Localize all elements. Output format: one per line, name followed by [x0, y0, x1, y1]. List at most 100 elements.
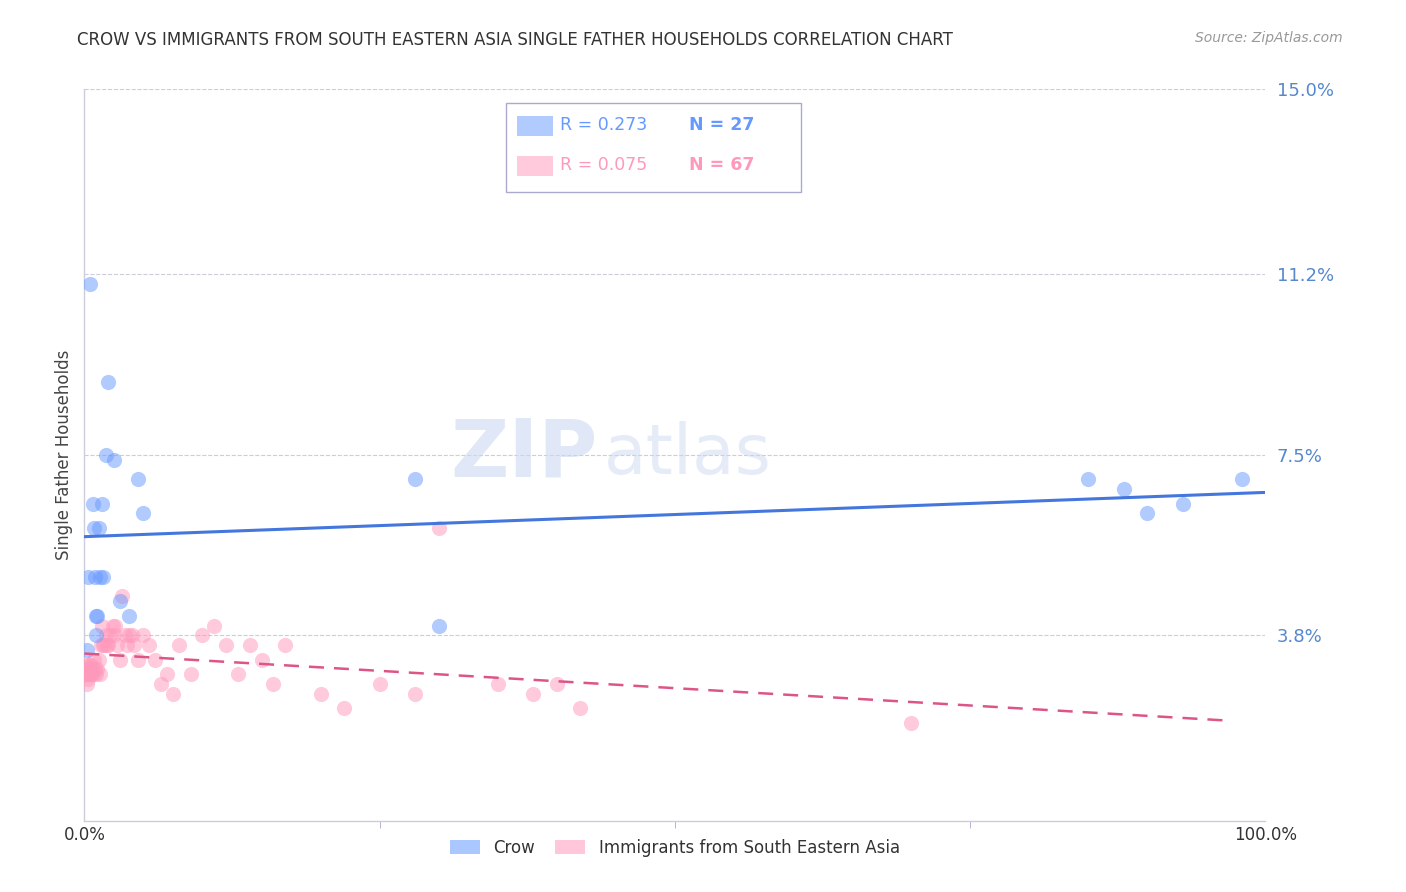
Point: [87, 653, 110, 667]
Point: [1171, 497, 1194, 511]
Point: [93, 638, 115, 652]
Point: [202, 618, 225, 632]
Point: [104, 618, 127, 632]
Point: [82, 667, 104, 681]
Point: [101, 618, 124, 632]
Point: [96, 638, 118, 652]
Point: [79, 277, 101, 292]
Point: [118, 628, 141, 642]
Point: [77, 570, 100, 584]
Text: CROW VS IMMIGRANTS FROM SOUTH EASTERN ASIA SINGLE FATHER HOUSEHOLDS CORRELATION : CROW VS IMMIGRANTS FROM SOUTH EASTERN AS…: [77, 31, 953, 49]
Point: [1230, 472, 1253, 486]
Point: [77, 663, 100, 677]
Text: Source: ZipAtlas.com: Source: ZipAtlas.com: [1195, 31, 1343, 45]
Point: [94, 448, 117, 462]
Point: [262, 677, 284, 691]
Point: [97, 375, 120, 389]
Text: N = 67: N = 67: [689, 156, 754, 174]
Point: [569, 701, 592, 715]
Point: [107, 638, 129, 652]
Point: [98, 628, 121, 642]
Point: [80, 667, 103, 681]
Point: [115, 638, 138, 652]
Point: [87, 521, 110, 535]
Point: [103, 452, 125, 467]
Point: [83, 653, 105, 667]
Point: [108, 594, 131, 608]
Point: [486, 677, 509, 691]
Point: [76, 643, 98, 657]
Point: [427, 618, 450, 632]
Point: [138, 638, 160, 652]
Point: [215, 638, 238, 652]
Point: [83, 521, 105, 535]
Point: [368, 677, 391, 691]
Point: [180, 667, 202, 681]
Point: [1077, 472, 1099, 486]
Point: [1112, 482, 1135, 496]
Point: [143, 653, 166, 667]
Point: [89, 667, 111, 681]
Point: [77, 672, 100, 686]
Point: [86, 663, 108, 677]
Point: [77, 667, 100, 681]
Point: [150, 677, 173, 691]
Point: [91, 618, 114, 632]
Point: [103, 628, 125, 642]
Point: [79, 663, 101, 677]
Text: R = 0.075: R = 0.075: [560, 156, 647, 174]
Point: [427, 521, 450, 535]
Point: [91, 497, 114, 511]
Point: [76, 677, 98, 691]
Point: [75, 657, 97, 672]
Point: [250, 653, 273, 667]
Point: [404, 472, 426, 486]
Point: [80, 657, 103, 672]
Point: [90, 638, 112, 652]
Point: [239, 638, 262, 652]
Point: [404, 687, 426, 701]
Point: [108, 653, 131, 667]
Point: [167, 638, 190, 652]
Point: [114, 628, 136, 642]
Point: [82, 497, 104, 511]
Point: [77, 657, 100, 672]
Point: [226, 667, 249, 681]
Point: [132, 628, 155, 642]
Point: [97, 638, 120, 652]
Point: [79, 667, 101, 681]
Point: [89, 570, 111, 584]
Point: [91, 570, 114, 584]
Point: [162, 687, 184, 701]
Point: [111, 590, 134, 604]
Text: N = 27: N = 27: [689, 116, 754, 134]
Point: [76, 663, 98, 677]
Point: [309, 687, 332, 701]
Point: [900, 716, 922, 731]
Point: [127, 653, 149, 667]
Point: [122, 638, 145, 652]
Point: [94, 628, 117, 642]
Text: atlas: atlas: [605, 421, 772, 489]
Point: [1136, 507, 1159, 521]
Point: [191, 628, 214, 642]
Point: [121, 628, 143, 642]
Point: [84, 570, 107, 584]
Point: [76, 667, 98, 681]
Point: [132, 507, 155, 521]
Point: [77, 667, 100, 681]
Point: [86, 608, 108, 623]
Point: [75, 667, 97, 681]
Legend: Crow, Immigrants from South Eastern Asia: Crow, Immigrants from South Eastern Asia: [443, 832, 907, 863]
Point: [84, 667, 107, 681]
Y-axis label: Single Father Households: Single Father Households: [55, 350, 73, 560]
Point: [156, 667, 179, 681]
Point: [84, 628, 107, 642]
Point: [333, 701, 356, 715]
Text: R = 0.273: R = 0.273: [560, 116, 647, 134]
Point: [127, 472, 149, 486]
Point: [118, 608, 141, 623]
Point: [522, 687, 544, 701]
Point: [274, 638, 297, 652]
Text: ZIP: ZIP: [451, 416, 598, 494]
